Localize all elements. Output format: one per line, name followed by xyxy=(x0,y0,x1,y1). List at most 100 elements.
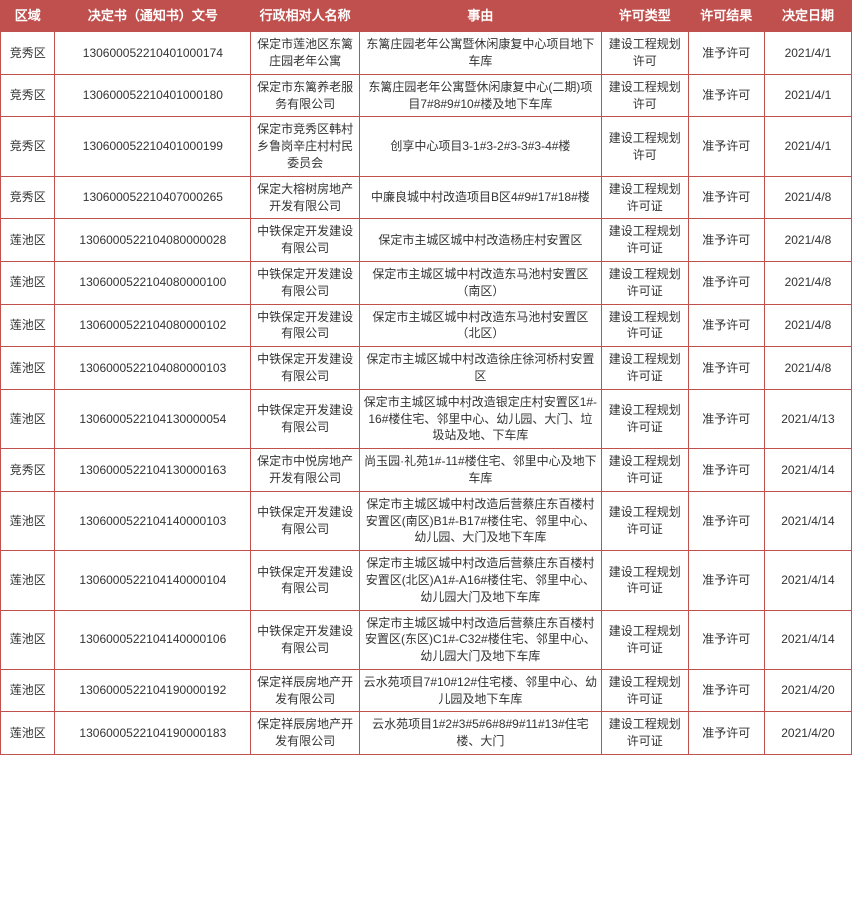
cell-date: 2021/4/8 xyxy=(764,261,851,304)
cell-region: 莲池区 xyxy=(1,669,55,712)
cell-docno: 1306000522104080000028 xyxy=(55,219,251,262)
cell-result: 准予许可 xyxy=(688,449,764,492)
table-row: 莲池区1306000522104080000028中铁保定开发建设有限公司保定市… xyxy=(1,219,852,262)
cell-type: 建设工程规划许可证 xyxy=(601,610,688,669)
cell-party: 中铁保定开发建设有限公司 xyxy=(251,389,360,448)
cell-result: 准予许可 xyxy=(688,712,764,755)
cell-party: 保定大榕树房地产开发有限公司 xyxy=(251,176,360,219)
cell-reason: 保定市主城区城中村改造杨庄村安置区 xyxy=(360,219,602,262)
cell-reason: 中廉良城中村改造项目B区4#9#17#18#楼 xyxy=(360,176,602,219)
cell-party: 中铁保定开发建设有限公司 xyxy=(251,610,360,669)
cell-date: 2021/4/8 xyxy=(764,347,851,390)
cell-result: 准予许可 xyxy=(688,610,764,669)
cell-result: 准予许可 xyxy=(688,176,764,219)
cell-result: 准予许可 xyxy=(688,347,764,390)
table-row: 莲池区1306000522104140000104中铁保定开发建设有限公司保定市… xyxy=(1,551,852,610)
cell-date: 2021/4/1 xyxy=(764,117,851,176)
cell-reason: 保定市主城区城中村改造后营蔡庄东百楼村安置区(南区)B1#-B17#楼住宅、邻里… xyxy=(360,491,602,550)
cell-party: 保定市竞秀区韩村乡鲁岗辛庄村村民委员会 xyxy=(251,117,360,176)
cell-date: 2021/4/8 xyxy=(764,219,851,262)
header-region: 区域 xyxy=(1,1,55,32)
cell-region: 莲池区 xyxy=(1,347,55,390)
header-result: 许可结果 xyxy=(688,1,764,32)
cell-date: 2021/4/14 xyxy=(764,551,851,610)
cell-result: 准予许可 xyxy=(688,304,764,347)
cell-type: 建设工程规划许可 xyxy=(601,74,688,117)
table-row: 莲池区1306000522104080000103中铁保定开发建设有限公司保定市… xyxy=(1,347,852,390)
table-row: 竞秀区130600052210401000180保定市东篱养老服务有限公司东篱庄… xyxy=(1,74,852,117)
cell-party: 保定祥辰房地产开发有限公司 xyxy=(251,669,360,712)
cell-docno: 1306000522104190000192 xyxy=(55,669,251,712)
cell-party: 中铁保定开发建设有限公司 xyxy=(251,491,360,550)
table-row: 竞秀区130600052210407000265保定大榕树房地产开发有限公司中廉… xyxy=(1,176,852,219)
cell-docno: 1306000522104130000054 xyxy=(55,389,251,448)
cell-date: 2021/4/1 xyxy=(764,74,851,117)
cell-party: 中铁保定开发建设有限公司 xyxy=(251,551,360,610)
cell-result: 准予许可 xyxy=(688,117,764,176)
cell-docno: 1306000522104080000100 xyxy=(55,261,251,304)
cell-party: 保定市中悦房地产开发有限公司 xyxy=(251,449,360,492)
cell-docno: 1306000522104140000106 xyxy=(55,610,251,669)
table-row: 莲池区1306000522104130000054中铁保定开发建设有限公司保定市… xyxy=(1,389,852,448)
header-type: 许可类型 xyxy=(601,1,688,32)
header-docno: 决定书（通知书）文号 xyxy=(55,1,251,32)
cell-reason: 尚玉园·礼苑1#-11#楼住宅、邻里中心及地下车库 xyxy=(360,449,602,492)
cell-type: 建设工程规划许可证 xyxy=(601,491,688,550)
cell-party: 中铁保定开发建设有限公司 xyxy=(251,219,360,262)
cell-date: 2021/4/8 xyxy=(764,304,851,347)
cell-date: 2021/4/20 xyxy=(764,669,851,712)
cell-docno: 1306000522104080000102 xyxy=(55,304,251,347)
cell-region: 莲池区 xyxy=(1,491,55,550)
cell-region: 莲池区 xyxy=(1,261,55,304)
cell-type: 建设工程规划许可证 xyxy=(601,551,688,610)
cell-region: 莲池区 xyxy=(1,304,55,347)
cell-region: 莲池区 xyxy=(1,389,55,448)
permit-table: 区域 决定书（通知书）文号 行政相对人名称 事由 许可类型 许可结果 决定日期 … xyxy=(0,0,852,755)
cell-party: 中铁保定开发建设有限公司 xyxy=(251,261,360,304)
cell-party: 保定祥辰房地产开发有限公司 xyxy=(251,712,360,755)
cell-docno: 1306000522104190000183 xyxy=(55,712,251,755)
cell-region: 莲池区 xyxy=(1,610,55,669)
table-row: 莲池区1306000522104080000100中铁保定开发建设有限公司保定市… xyxy=(1,261,852,304)
cell-reason: 保定市主城区城中村改造东马池村安置区（北区） xyxy=(360,304,602,347)
cell-type: 建设工程规划许可证 xyxy=(601,304,688,347)
cell-docno: 1306000522104140000103 xyxy=(55,491,251,550)
cell-reason: 云水苑项目1#2#3#5#6#8#9#11#13#住宅楼、大门 xyxy=(360,712,602,755)
cell-type: 建设工程规划许可 xyxy=(601,32,688,75)
cell-type: 建设工程规划许可证 xyxy=(601,261,688,304)
cell-docno: 1306000522104140000104 xyxy=(55,551,251,610)
table-row: 莲池区1306000522104190000183保定祥辰房地产开发有限公司云水… xyxy=(1,712,852,755)
cell-date: 2021/4/14 xyxy=(764,449,851,492)
cell-reason: 保定市主城区城中村改造后营蔡庄东百楼村安置区(北区)A1#-A16#楼住宅、邻里… xyxy=(360,551,602,610)
cell-date: 2021/4/8 xyxy=(764,176,851,219)
cell-result: 准予许可 xyxy=(688,389,764,448)
header-row: 区域 决定书（通知书）文号 行政相对人名称 事由 许可类型 许可结果 决定日期 xyxy=(1,1,852,32)
cell-reason: 保定市主城区城中村改造徐庄徐河桥村安置区 xyxy=(360,347,602,390)
table-row: 莲池区1306000522104140000103中铁保定开发建设有限公司保定市… xyxy=(1,491,852,550)
cell-date: 2021/4/13 xyxy=(764,389,851,448)
cell-reason: 东篱庄园老年公寓暨休闲康复中心(二期)项目7#8#9#10#楼及地下车库 xyxy=(360,74,602,117)
header-party: 行政相对人名称 xyxy=(251,1,360,32)
cell-region: 莲池区 xyxy=(1,219,55,262)
cell-region: 竞秀区 xyxy=(1,117,55,176)
table-row: 竞秀区130600052210401000199保定市竞秀区韩村乡鲁岗辛庄村村民… xyxy=(1,117,852,176)
cell-type: 建设工程规划许可证 xyxy=(601,389,688,448)
cell-docno: 130600052210401000174 xyxy=(55,32,251,75)
cell-type: 建设工程规划许可证 xyxy=(601,176,688,219)
table-row: 竞秀区1306000522104130000163保定市中悦房地产开发有限公司尚… xyxy=(1,449,852,492)
cell-reason: 云水苑项目7#10#12#住宅楼、邻里中心、幼儿园及地下车库 xyxy=(360,669,602,712)
cell-region: 竞秀区 xyxy=(1,74,55,117)
cell-type: 建设工程规划许可证 xyxy=(601,347,688,390)
cell-result: 准予许可 xyxy=(688,74,764,117)
cell-region: 竞秀区 xyxy=(1,176,55,219)
cell-reason: 保定市主城区城中村改造东马池村安置区（南区） xyxy=(360,261,602,304)
cell-docno: 130600052210407000265 xyxy=(55,176,251,219)
cell-reason: 保定市主城区城中村改造银定庄村安置区1#-16#楼住宅、邻里中心、幼儿园、大门、… xyxy=(360,389,602,448)
header-reason: 事由 xyxy=(360,1,602,32)
cell-region: 竞秀区 xyxy=(1,449,55,492)
cell-result: 准予许可 xyxy=(688,491,764,550)
cell-party: 中铁保定开发建设有限公司 xyxy=(251,304,360,347)
cell-party: 中铁保定开发建设有限公司 xyxy=(251,347,360,390)
cell-region: 莲池区 xyxy=(1,712,55,755)
cell-result: 准予许可 xyxy=(688,669,764,712)
